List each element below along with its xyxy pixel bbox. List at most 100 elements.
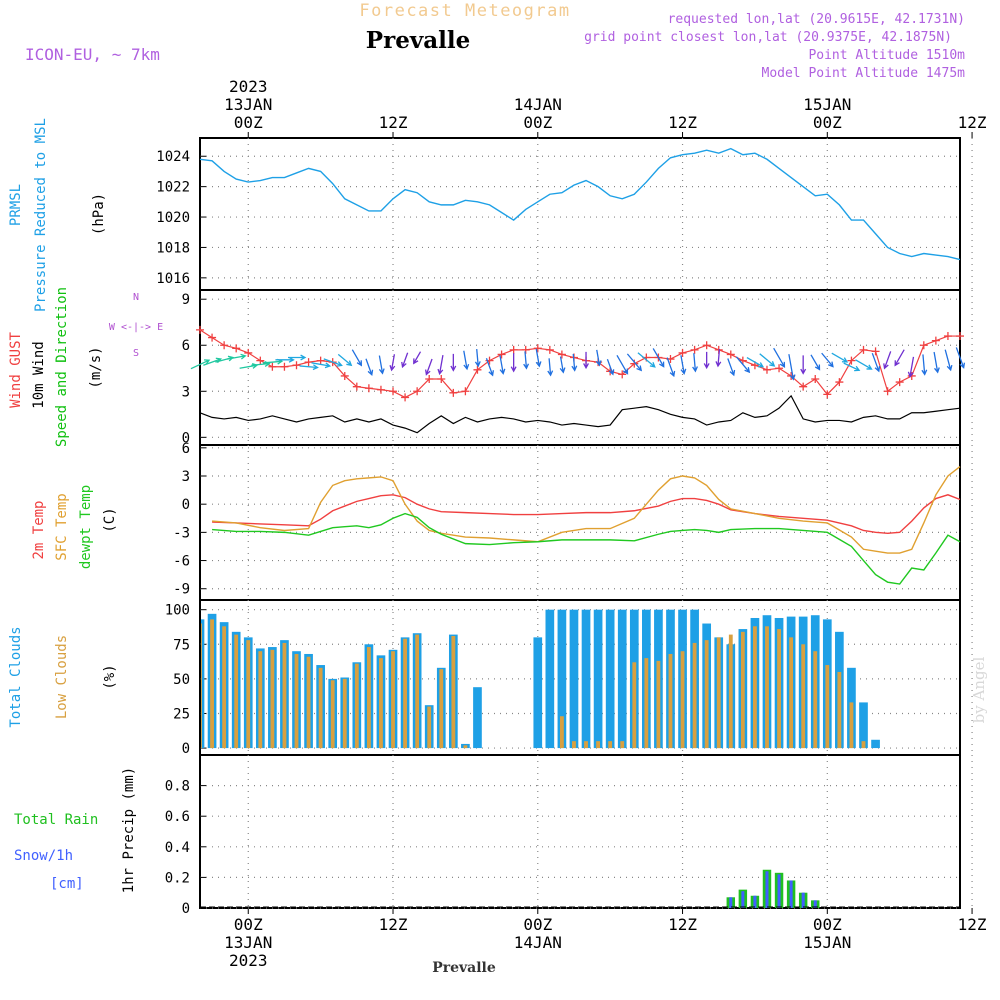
- bar-low-clouds: [391, 651, 395, 749]
- direction-arrow: [855, 359, 873, 370]
- gust-marker: [280, 362, 289, 371]
- gust-marker: [220, 341, 229, 350]
- gust-marker: [268, 362, 277, 371]
- bar-low-clouds: [753, 626, 757, 749]
- direction-arrow: [727, 358, 736, 377]
- gust-marker: [316, 356, 325, 365]
- series-gust: [199, 329, 960, 399]
- direction-arrow: [715, 349, 722, 368]
- bar-total-clouds: [617, 609, 627, 749]
- direction-arrow: [437, 354, 444, 376]
- year-label: 2023: [229, 951, 268, 970]
- direction-arrow: [378, 355, 385, 375]
- requested-coords: requested lon,lat (20.9615E, 42.1731N): [668, 12, 965, 27]
- direction-arrow: [463, 350, 470, 371]
- ytick-label: 25: [173, 706, 190, 722]
- series-prmsl: [199, 147, 961, 261]
- series-2m-temp: [212, 494, 961, 535]
- gust-marker: [533, 344, 542, 353]
- direction-arrow: [351, 349, 363, 367]
- bar-low-clouds: [330, 680, 335, 749]
- gust-marker: [702, 341, 711, 350]
- time-tick-label: 12Z: [379, 113, 408, 132]
- ytick-label: 0: [182, 741, 190, 757]
- direction-arrow: [788, 354, 796, 381]
- gust-marker: [545, 345, 554, 354]
- bar-low-clouds: [318, 667, 323, 749]
- label-snow-unit: [cm]: [50, 876, 84, 892]
- gust-marker: [956, 332, 964, 341]
- ytick-label: 0: [182, 497, 190, 513]
- direction-arrow: [595, 349, 602, 367]
- direction-arrow: [944, 349, 953, 372]
- date-label: 15JAN: [803, 95, 851, 114]
- bar-low-clouds: [813, 651, 818, 749]
- bar-snow: [753, 895, 757, 908]
- panel-frame: [199, 599, 961, 756]
- bar-low-clouds: [282, 642, 287, 749]
- bar-low-clouds: [439, 669, 444, 749]
- direction-arrow: [680, 355, 687, 375]
- bar-low-clouds: [596, 741, 601, 749]
- ytick-label: 6: [182, 338, 190, 354]
- gust-marker: [413, 387, 422, 396]
- ytick-label: 0.8: [165, 779, 190, 795]
- bar-snow: [741, 891, 745, 908]
- gust-marker: [762, 365, 771, 374]
- station-title: Prevalle: [366, 27, 470, 54]
- bar-snow: [813, 900, 817, 908]
- panel-clouds: 100 75 50 25 0 Total Clouds Low Clouds (%): [8, 599, 973, 757]
- direction-arrow: [955, 347, 966, 369]
- gust-marker: [811, 375, 820, 384]
- bar-snow: [777, 874, 781, 908]
- direction-arrow: [821, 352, 834, 368]
- ytick-label: 1016: [156, 271, 190, 287]
- gust-marker: [196, 325, 204, 334]
- direction-arrow: [810, 354, 821, 371]
- direction-arrow: [692, 353, 698, 373]
- bar-low-clouds: [825, 665, 830, 749]
- bar-total-clouds: [605, 609, 615, 749]
- direction-arrow: [226, 353, 247, 360]
- direction-arrow: [871, 352, 881, 373]
- panel-temperature: 6 3 0 -3 -6 -9 2m Temp SFC Temp dewpt Temp (C): [31, 441, 973, 601]
- ylabel-wind10m: 10m Wind: [31, 341, 47, 408]
- bar-low-clouds: [801, 644, 806, 749]
- year-label: 2023: [229, 77, 268, 96]
- bar-low-clouds: [354, 663, 359, 749]
- series-sfc-temp: [212, 466, 961, 554]
- gust-marker: [292, 361, 301, 370]
- date-label: 13JAN: [224, 933, 272, 952]
- time-tick-label: 12Z: [958, 113, 987, 132]
- direction-arrow: [606, 358, 615, 376]
- time-tick-label: 00Z: [234, 915, 263, 934]
- bar-total-clouds: [473, 687, 482, 749]
- ytick-label: 6: [182, 441, 190, 457]
- direction-arrow: [616, 355, 629, 375]
- gust-marker: [304, 358, 313, 367]
- direction-arrow: [424, 358, 433, 376]
- direction-arrow: [535, 348, 542, 368]
- direction-arrow: [571, 353, 578, 372]
- gust-marker: [437, 375, 446, 384]
- ylabel-precip: 1hr Precip (mm): [121, 767, 137, 893]
- gust-marker: [364, 384, 373, 393]
- date-label: 14JAN: [514, 933, 562, 952]
- ylabel-unit: (C): [102, 507, 118, 532]
- gridpoint-coords: grid point closest lon,lat (20.9375E, 42…: [584, 30, 952, 45]
- gust-marker: [461, 387, 470, 396]
- direction-arrow: [547, 358, 554, 377]
- bar-total-clouds: [593, 609, 603, 749]
- ytick-label: -3: [173, 525, 190, 541]
- direction-arrow: [413, 351, 422, 365]
- direction-arrow: [583, 351, 589, 370]
- direction-arrow: [401, 352, 409, 369]
- ytick-label: 3: [182, 384, 190, 400]
- bar-low-clouds: [246, 640, 251, 749]
- direction-arrow: [299, 364, 319, 371]
- gust-marker: [208, 333, 217, 342]
- direction-arrow: [843, 362, 861, 372]
- bar-low-clouds: [415, 634, 420, 749]
- label-snow: Snow/1h: [14, 848, 73, 864]
- gust-marker: [726, 350, 735, 359]
